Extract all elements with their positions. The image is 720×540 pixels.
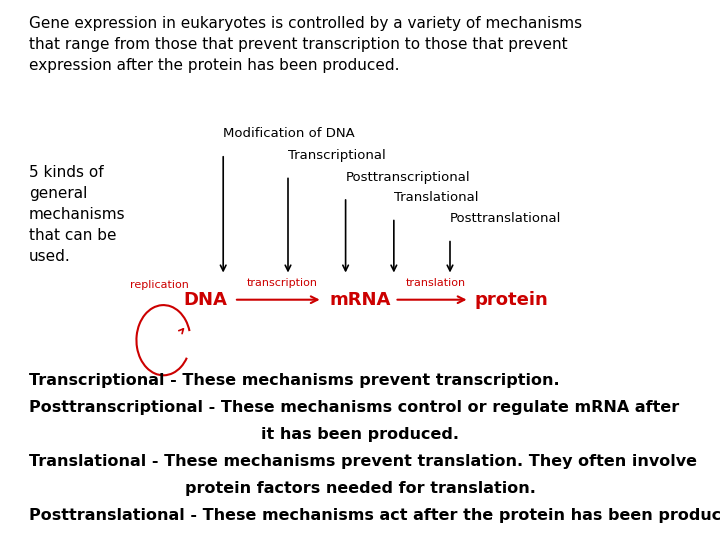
Text: protein factors needed for translation.: protein factors needed for translation. xyxy=(184,481,536,496)
Text: transcription: transcription xyxy=(247,278,318,288)
Text: it has been produced.: it has been produced. xyxy=(261,427,459,442)
Text: Posttranslational: Posttranslational xyxy=(450,212,562,225)
Text: DNA: DNA xyxy=(184,291,227,309)
Text: Posttranslational - These mechanisms act after the protein has been produced.: Posttranslational - These mechanisms act… xyxy=(29,508,720,523)
Text: Transcriptional: Transcriptional xyxy=(288,149,386,162)
Text: Modification of DNA: Modification of DNA xyxy=(223,127,355,140)
Text: 5 kinds of
general
mechanisms
that can be
used.: 5 kinds of general mechanisms that can b… xyxy=(29,165,125,264)
Text: Translational: Translational xyxy=(394,191,478,204)
Text: Translational - These mechanisms prevent translation. They often involve: Translational - These mechanisms prevent… xyxy=(29,454,697,469)
Text: Posttranscriptional - These mechanisms control or regulate mRNA after: Posttranscriptional - These mechanisms c… xyxy=(29,400,679,415)
Text: protein: protein xyxy=(474,291,548,309)
Text: translation: translation xyxy=(405,278,466,288)
Text: Gene expression in eukaryotes is controlled by a variety of mechanisms
that rang: Gene expression in eukaryotes is control… xyxy=(29,16,582,73)
Text: Transcriptional - These mechanisms prevent transcription.: Transcriptional - These mechanisms preve… xyxy=(29,373,559,388)
Text: Posttranscriptional: Posttranscriptional xyxy=(346,171,470,184)
Text: mRNA: mRNA xyxy=(329,291,391,309)
Text: replication: replication xyxy=(130,280,189,290)
